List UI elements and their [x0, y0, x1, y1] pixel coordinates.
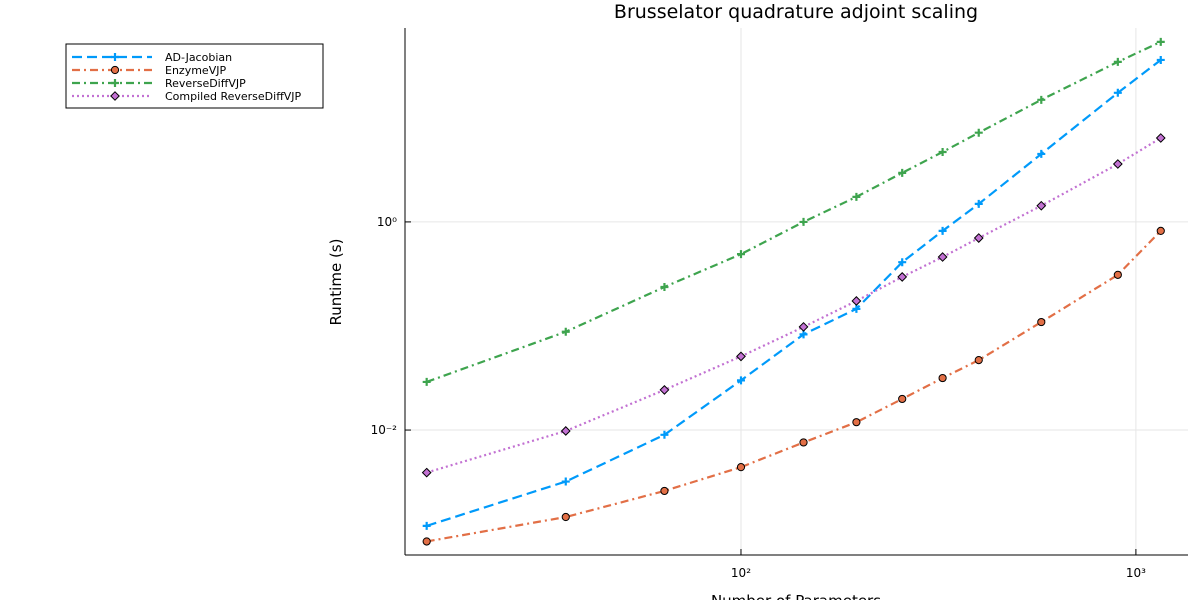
legend-label: ReverseDiffVJP — [165, 77, 246, 90]
marker — [852, 304, 861, 313]
marker — [1037, 95, 1046, 104]
marker — [1156, 226, 1165, 235]
marker — [938, 147, 947, 156]
marker — [1037, 317, 1046, 327]
marker — [736, 351, 746, 362]
legend-label: AD-Jacobian — [165, 51, 232, 64]
marker — [111, 53, 119, 61]
marker — [421, 467, 432, 478]
series-line — [426, 137, 1162, 474]
series-line — [426, 230, 1162, 543]
marker — [799, 438, 808, 447]
marker — [660, 282, 669, 291]
marker — [1113, 88, 1122, 97]
legend-label: EnzymeVJP — [165, 64, 226, 77]
marker — [938, 373, 947, 383]
marker — [974, 128, 983, 137]
marker — [1037, 149, 1046, 158]
y-tick-label: 10⁰ — [377, 215, 397, 229]
marker — [851, 296, 862, 306]
marker — [110, 65, 120, 75]
marker — [1156, 37, 1165, 46]
legend-box — [65, 43, 324, 109]
marker — [560, 426, 571, 436]
marker — [898, 168, 907, 177]
chart-title: Brusselator quadrature adjoint scaling — [614, 1, 978, 23]
marker — [1156, 55, 1165, 64]
marker — [937, 252, 948, 262]
legend-label: Compiled ReverseDiffVJP — [165, 90, 302, 103]
marker — [660, 486, 669, 496]
marker — [798, 321, 809, 332]
marker — [561, 512, 570, 522]
marker — [736, 250, 745, 259]
series-line — [426, 40, 1162, 383]
legend: AD-JacobianEnzymeVJPReverseDiffVJPCompil… — [65, 43, 324, 109]
marker — [660, 430, 669, 439]
marker — [974, 356, 983, 365]
marker — [938, 226, 947, 235]
marker — [897, 272, 908, 282]
marker — [422, 537, 431, 546]
marker — [1113, 57, 1122, 66]
marker — [422, 521, 431, 530]
marker — [110, 91, 120, 101]
x-tick-label: 10² — [731, 566, 751, 580]
y-axis-label: Runtime (s) — [327, 239, 345, 326]
series-line — [426, 59, 1162, 527]
marker — [1112, 159, 1123, 169]
marker — [973, 233, 984, 243]
marker — [1155, 133, 1166, 143]
marker — [561, 477, 570, 486]
y-tick-label: 10⁻² — [371, 423, 398, 437]
marker — [1036, 200, 1047, 211]
marker — [736, 463, 746, 472]
x-tick-label: 10³ — [1126, 566, 1146, 580]
marker — [852, 418, 861, 427]
marker — [736, 376, 745, 385]
marker — [1113, 270, 1122, 279]
marker — [799, 217, 808, 226]
marker — [852, 192, 861, 201]
marker — [111, 79, 119, 87]
marker — [561, 327, 570, 336]
marker — [898, 258, 907, 267]
marker — [898, 394, 907, 404]
marker — [659, 385, 670, 395]
x-axis-label: Number of Parameters — [711, 592, 881, 600]
marker — [422, 377, 431, 386]
marker — [974, 199, 983, 208]
